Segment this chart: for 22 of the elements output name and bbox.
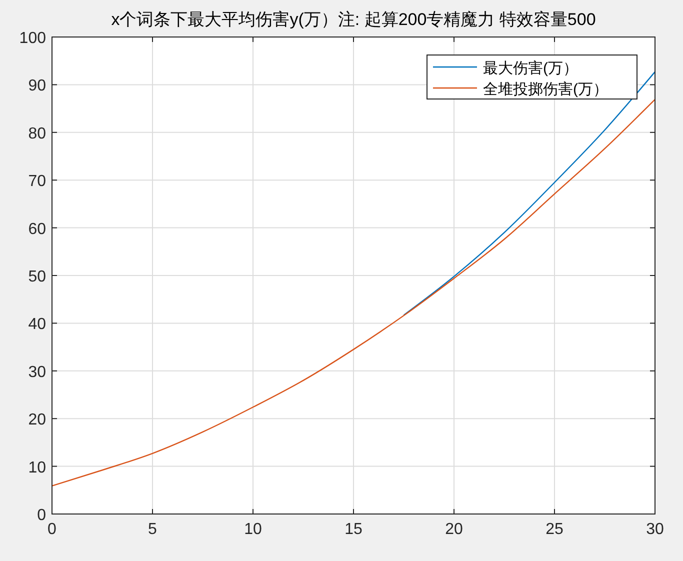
- x-tick-label: 15: [344, 521, 362, 538]
- x-tick-label: 5: [148, 521, 158, 538]
- y-tick-label: 10: [28, 459, 46, 476]
- y-tick-label: 80: [28, 125, 46, 142]
- chart-title: x个词条下最大平均伤害y(万）注: 起算200专精魔力 特效容量500: [111, 10, 596, 29]
- legend-label: 最大伤害(万）: [483, 60, 578, 77]
- x-tick-label: 10: [244, 521, 262, 538]
- y-tick-label: 90: [28, 78, 46, 95]
- x-tick-label: 25: [546, 521, 564, 538]
- x-tick-label: 30: [646, 521, 664, 538]
- y-tick-label: 60: [28, 220, 46, 238]
- y-tick-label: 40: [28, 316, 46, 334]
- y-tick-label: 70: [28, 173, 46, 190]
- legend-label: 全堆投掷伤害(万）: [483, 81, 608, 98]
- y-tick-label: 30: [28, 364, 46, 381]
- y-tick-label: 100: [19, 30, 46, 47]
- line-series: [51, 98, 656, 486]
- y-tick-label: 50: [28, 268, 46, 286]
- y-tick-label: 20: [28, 412, 46, 429]
- y-tick-label: 0: [37, 507, 46, 524]
- x-tick-label: 20: [445, 521, 463, 538]
- x-tick-label: 0: [48, 521, 57, 538]
